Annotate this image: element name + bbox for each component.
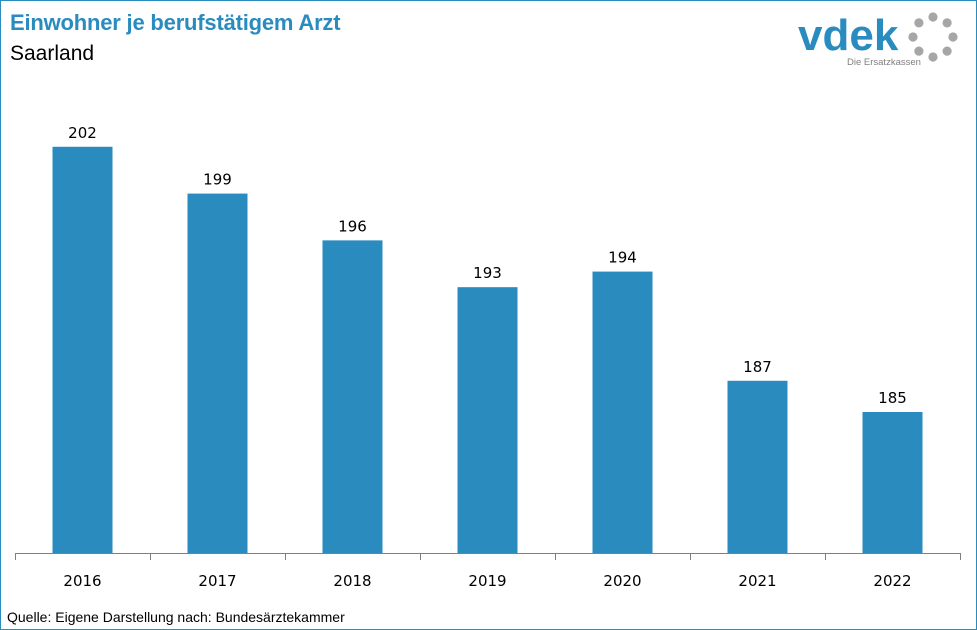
data-label-2018: 196 <box>338 217 367 235</box>
x-tick-label-2017: 2017 <box>198 572 236 590</box>
value-labels-group: 202 199 196 193 194 187 185 <box>68 124 907 407</box>
logo-wordmark: vdek <box>798 11 899 60</box>
x-tick-label-2016: 2016 <box>63 572 101 590</box>
x-tick-label-2022: 2022 <box>873 572 911 590</box>
data-label-2017: 199 <box>203 171 232 189</box>
x-tick-label-2019: 2019 <box>468 572 506 590</box>
vdek-logo: vdek Die Ersatzkassen <box>798 11 958 68</box>
data-label-2020: 194 <box>608 249 637 267</box>
chart-title: Einwohner je berufstätigem Arzt <box>10 10 341 35</box>
logo-ring-icon <box>908 12 958 62</box>
data-label-2019: 193 <box>473 264 502 282</box>
source-note: Quelle: Eigene Darstellung nach: Bundesä… <box>7 609 345 625</box>
bar-2016 <box>52 146 113 553</box>
x-tick-label-2018: 2018 <box>333 572 371 590</box>
bars-group <box>52 146 923 554</box>
x-axis-ticks-group <box>15 553 961 560</box>
bar-2022 <box>862 411 923 553</box>
bar-2018 <box>322 240 383 553</box>
logo-tagline: Die Ersatzkassen <box>847 57 921 68</box>
data-label-2016: 202 <box>68 124 97 142</box>
data-label-2021: 187 <box>743 358 772 376</box>
data-label-2022: 185 <box>878 389 907 407</box>
x-tick-label-2021: 2021 <box>738 572 776 590</box>
chart-subtitle: Saarland <box>10 42 95 65</box>
bar-2021 <box>727 380 788 553</box>
x-axis-labels-group: 2016 2017 2018 2019 2020 2021 2022 <box>63 572 911 590</box>
bar-2017 <box>187 193 248 554</box>
x-tick-label-2020: 2020 <box>603 572 641 590</box>
bar-2019 <box>457 287 518 553</box>
bar-2020 <box>592 271 653 553</box>
